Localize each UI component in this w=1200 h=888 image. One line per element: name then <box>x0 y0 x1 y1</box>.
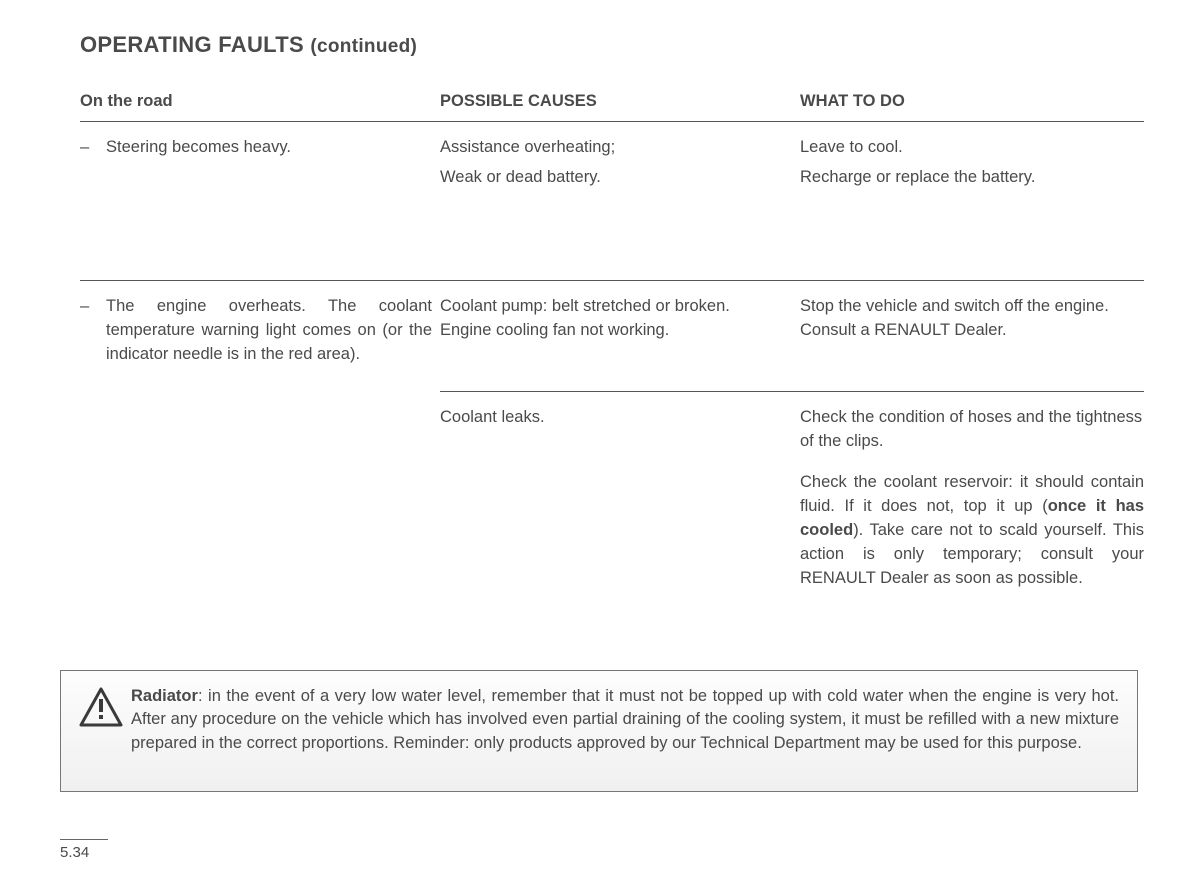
action-text: Stop the vehicle and switch off the engi… <box>800 295 1144 343</box>
cause-text: Assistance overheating; <box>440 136 776 160</box>
table-header-row: On the road POSSIBLE CAUSES WHAT TO DO <box>80 92 1144 121</box>
cause-text: Weak or dead battery. <box>440 166 776 190</box>
cause-text: Engine cooling fan not working. <box>440 319 776 343</box>
symptom-text: Steering becomes heavy. <box>106 136 432 160</box>
col-header-causes: POSSIBLE CAUSES <box>440 92 800 111</box>
action-text: Recharge or replace the battery. <box>800 166 1144 190</box>
action-text: Leave to cool. <box>800 136 1144 160</box>
page: OPERATING FAULTS (continued) On the road… <box>0 0 1200 605</box>
title-continued: (continued) <box>310 36 417 57</box>
note-lead: Radiator <box>131 687 198 705</box>
faults-table: On the road POSSIBLE CAUSES WHAT TO DO –… <box>80 92 1144 605</box>
rule-partial <box>440 391 1144 392</box>
page-number: 5.34 <box>60 839 108 861</box>
action-text: Check the coolant reservoir: it should c… <box>800 471 1144 591</box>
cause-text: Coolant pump: belt stretched or broken. <box>440 295 776 319</box>
table-row: – The engine overheats. The coolant temp… <box>80 281 1144 367</box>
cause-text: Coolant leaks. <box>440 406 776 430</box>
table-row: – Steering becomes heavy. Assistance ove… <box>80 122 1144 280</box>
symptom-item: – Steering becomes heavy. <box>80 136 432 160</box>
title-main: OPERATING FAULTS <box>80 32 310 57</box>
bullet-dash: – <box>80 295 106 367</box>
symptom-item: – The engine overheats. The coolant temp… <box>80 295 432 367</box>
bullet-dash: – <box>80 136 106 160</box>
table-subrow <box>80 391 1144 392</box>
warning-note-box: Radiator: in the event of a very low wat… <box>60 670 1138 792</box>
col-header-symptom: On the road <box>80 92 440 111</box>
symptom-text: The engine overheats. The coolant temper… <box>106 295 432 367</box>
page-title: OPERATING FAULTS (continued) <box>80 32 1144 58</box>
action-text: Check the condition of hoses and the tig… <box>800 406 1144 454</box>
warning-note-text: Radiator: in the event of a very low wat… <box>131 685 1119 755</box>
col-header-action: WHAT TO DO <box>800 92 1144 111</box>
note-body: : in the event of a very low water level… <box>131 687 1119 752</box>
table-row: Coolant leaks. Check the condition of ho… <box>80 392 1144 605</box>
warning-icon <box>79 685 131 755</box>
